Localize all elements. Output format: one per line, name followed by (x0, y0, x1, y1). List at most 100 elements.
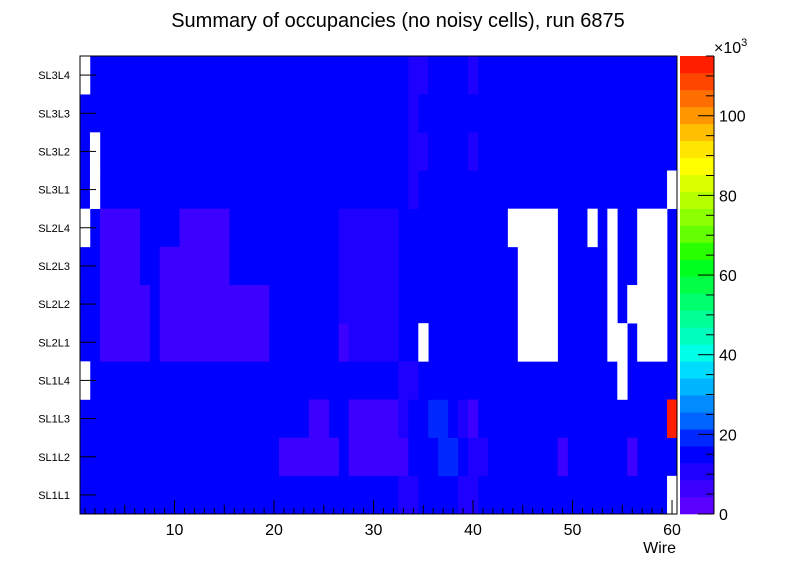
heatmap-cell (468, 56, 479, 95)
heatmap-cell (398, 475, 419, 515)
heatmap-cell (338, 208, 399, 248)
heatmap-cell (517, 323, 558, 362)
heatmap-cell (99, 285, 150, 324)
colorbar-multiplier-exponent: 3 (741, 37, 747, 49)
colorbar-segment (680, 412, 714, 430)
colorbar (680, 56, 714, 515)
x-axis: 10 20 30 40 50 60 (84, 500, 681, 539)
y-tick-label: SL2L1 (38, 337, 70, 349)
colorbar-segment (680, 191, 714, 209)
colorbar-segment (680, 446, 714, 464)
colorbar-tick-label: 80 (719, 188, 737, 205)
heatmap-cell (159, 323, 270, 362)
heatmap-cell (617, 361, 628, 400)
heatmap-cell (418, 475, 459, 515)
heatmap-cell (627, 285, 638, 324)
y-tick-label: SL1L3 (38, 414, 70, 426)
colorbar-segment (680, 123, 714, 142)
heatmap-cell (398, 399, 409, 438)
heatmap-cell (418, 94, 469, 133)
colorbar-segment (680, 463, 714, 481)
x-tick-label: 60 (663, 522, 681, 539)
colorbar-tick-label: 60 (719, 268, 737, 285)
colorbar-multiplier: ×103 (714, 37, 747, 57)
heatmap-cell (507, 208, 558, 248)
colorbar-segment (680, 395, 714, 413)
x-tick-label: 50 (564, 522, 582, 539)
colorbar-segment (680, 242, 714, 260)
colorbar-segment (680, 106, 714, 125)
heatmap-cell (627, 437, 638, 477)
colorbar-segment (680, 174, 714, 192)
heatmap-cell (338, 246, 399, 286)
colorbar-segment (680, 72, 714, 91)
heatmap-cell (637, 246, 668, 286)
x-tick-label: 10 (166, 522, 184, 539)
heatmap-cell (607, 285, 618, 324)
colorbar-segment (680, 293, 714, 311)
heatmap-cell (408, 437, 439, 477)
y-tick-label: SL1L4 (38, 375, 70, 387)
x-tick-label: 40 (464, 522, 482, 539)
heatmap-cell (408, 170, 419, 209)
x-axis-label: Wire (643, 540, 676, 557)
colorbar-segment (680, 480, 714, 498)
heatmap-cell (99, 208, 140, 248)
heatmap-cells (80, 56, 678, 515)
colorbar-multiplier-base: ×10 (714, 40, 741, 57)
y-tick-label: SL3L4 (38, 70, 70, 82)
heatmap-cell (458, 475, 469, 515)
colorbar-segment (680, 310, 714, 328)
colorbar-axis: 0 20 40 60 80 100 (698, 55, 746, 524)
heatmap-cell (517, 246, 558, 286)
y-tick-label: SL1L1 (38, 490, 70, 502)
colorbar-segment (680, 327, 714, 345)
colorbar-segment (680, 429, 714, 447)
heatmap-cell (398, 361, 419, 400)
y-tick-label: SL2L2 (38, 299, 70, 311)
heatmap-cell (667, 170, 678, 209)
colorbar-segment (680, 208, 714, 226)
heatmap-cell (468, 437, 489, 477)
heatmap-cell (517, 285, 558, 324)
plot-area (79, 55, 678, 515)
heatmap-cell (428, 132, 469, 171)
heatmap-cell (179, 208, 230, 248)
heatmap-cell (667, 475, 678, 515)
colorbar-segment (680, 259, 714, 277)
heatmap-cell (637, 285, 668, 324)
colorbar-tick-label: 100 (719, 109, 746, 126)
heatmap-cell (418, 56, 429, 95)
heatmap-cell (438, 437, 459, 477)
heatmap-cell (468, 399, 479, 438)
heatmap-cell (408, 56, 419, 95)
y-tick-label: SL2L4 (38, 223, 70, 235)
heatmap-cell (368, 323, 399, 362)
colorbar-segment (680, 344, 714, 362)
heatmap-cell (587, 208, 598, 248)
y-axis: SL1L1 SL1L2 SL1L3 SL1L4 SL2L1 SL2L2 SL2L3 SL2L4… (38, 70, 96, 502)
colorbar-segment (680, 225, 714, 243)
heatmap-cell (458, 399, 469, 438)
colorbar-segment (680, 89, 714, 108)
heatmap-cell (468, 132, 479, 171)
heatmap-cell (408, 94, 419, 133)
colorbar-segment (680, 361, 714, 379)
heatmap-cell (408, 399, 429, 438)
heatmap-cell (468, 475, 479, 515)
heatmap-cell (428, 399, 449, 438)
colorbar-segment (680, 157, 714, 176)
heatmap-cell (99, 323, 150, 362)
heatmap-cell (159, 246, 230, 286)
colorbar-segment (680, 140, 714, 159)
heatmap-cell (418, 170, 469, 209)
heatmap-cell (557, 437, 568, 477)
y-tick-label: SL3L3 (38, 108, 70, 120)
heatmap-cell (607, 246, 618, 286)
heatmap-cell (607, 208, 618, 248)
heatmap-cell (418, 361, 469, 400)
heatmap-cell (358, 323, 369, 362)
colorbar-tick-label: 20 (719, 427, 737, 444)
colorbar-segment (680, 56, 714, 74)
